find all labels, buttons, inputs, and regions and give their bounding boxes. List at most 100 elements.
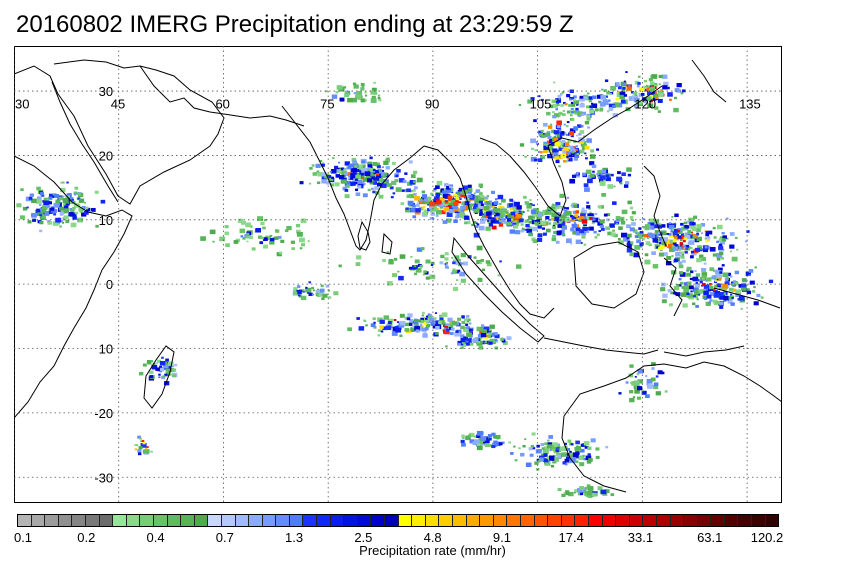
precip-cell [68,199,74,205]
precip-cell [605,226,610,231]
precip-cell [448,200,452,203]
precip-cell [42,205,48,210]
precip-cell [599,107,604,111]
precip-cell [687,230,692,234]
precip-cell [579,486,585,490]
colorbar-cell [262,515,277,526]
precip-cell [557,139,562,143]
precip-cell [36,208,43,214]
precip-cell [574,154,580,158]
precip-cell [445,218,452,223]
precip-cell [369,168,376,173]
precip-cell [445,188,452,193]
precip-cell [447,205,452,209]
precip-cell [454,255,460,260]
precip-cell [381,183,387,188]
precip-cell [352,160,357,165]
precip-cell [391,331,398,336]
precip-cell [542,232,547,236]
precip-cell [471,223,475,226]
precip-cell [458,272,462,275]
precip-cell [575,227,581,232]
precip-cell [637,82,641,85]
precip-cell [348,178,351,181]
precip-cell [435,193,441,197]
precip-cell [564,442,568,446]
precip-cell [439,206,443,209]
precip-cell [483,212,489,216]
precip-cell [711,275,717,280]
precip-cell [494,198,498,201]
precip-cell [404,316,409,320]
precip-cell [648,78,653,82]
precip-cell [409,189,413,193]
precip-cell [379,171,385,176]
colorbar-cell [439,515,453,526]
precip-cell [573,222,577,224]
precip-cell [354,188,359,192]
precip-cell [404,172,408,175]
precip-cell [348,163,355,168]
precip-cell [164,373,168,377]
colorbar-cell [303,515,318,526]
precip-cell [629,364,634,368]
precip-cell [553,138,559,142]
precip-cell [662,237,668,242]
precip-cell [617,86,622,90]
precip-cell [530,97,535,101]
precip-cell [430,209,434,213]
precip-cell [58,206,65,211]
precip-cell [511,214,517,218]
precip-cell [487,434,493,438]
precip-cell [448,198,452,201]
precip-cell [692,222,696,226]
precip-cell [689,255,694,259]
precip-cell [688,240,695,245]
precip-cell [564,217,570,222]
precip-cell [316,288,320,291]
precip-cell [569,89,574,93]
precip-cell [495,434,501,440]
precip-cell [530,156,537,162]
precip-cell [344,194,350,199]
precip-cell [520,223,524,226]
precip-cell [157,367,163,372]
precip-cell [633,380,640,386]
precip-cell [610,232,616,237]
precip-cell [425,323,431,328]
precip-cell [430,264,434,266]
precip-cell [560,225,564,228]
precip-cell [327,289,330,292]
precip-cell [79,210,83,213]
precip-cell [486,211,492,216]
precip-cell [572,202,576,205]
precip-cell [695,273,701,277]
precip-cell [301,243,306,247]
precip-cell [307,240,310,242]
precip-cell [445,263,448,265]
precip-cell [642,237,646,241]
precip-cell [668,225,675,230]
colorbar-cell [153,515,168,526]
precip-cell [646,237,650,239]
precip-cell [317,181,321,185]
precip-cell [537,158,543,163]
precip-cell [72,206,76,210]
precip-cell [429,313,433,316]
precip-cell [549,138,553,141]
precip-cell [679,281,684,285]
precip-cell [746,230,750,233]
colorbar-tick-label: 0.2 [77,530,96,545]
precip-cell [680,233,684,236]
precip-cell [316,170,320,173]
precip-cell [620,91,624,94]
precip-cell [486,334,492,338]
precip-cell [571,135,574,138]
precip-cell [406,188,411,193]
precip-cell [553,454,557,458]
precip-cell [579,462,585,467]
precip-cell [736,289,742,294]
precip-cell [556,454,561,458]
precip-cell [433,189,436,192]
colorbar-cell [249,515,263,526]
